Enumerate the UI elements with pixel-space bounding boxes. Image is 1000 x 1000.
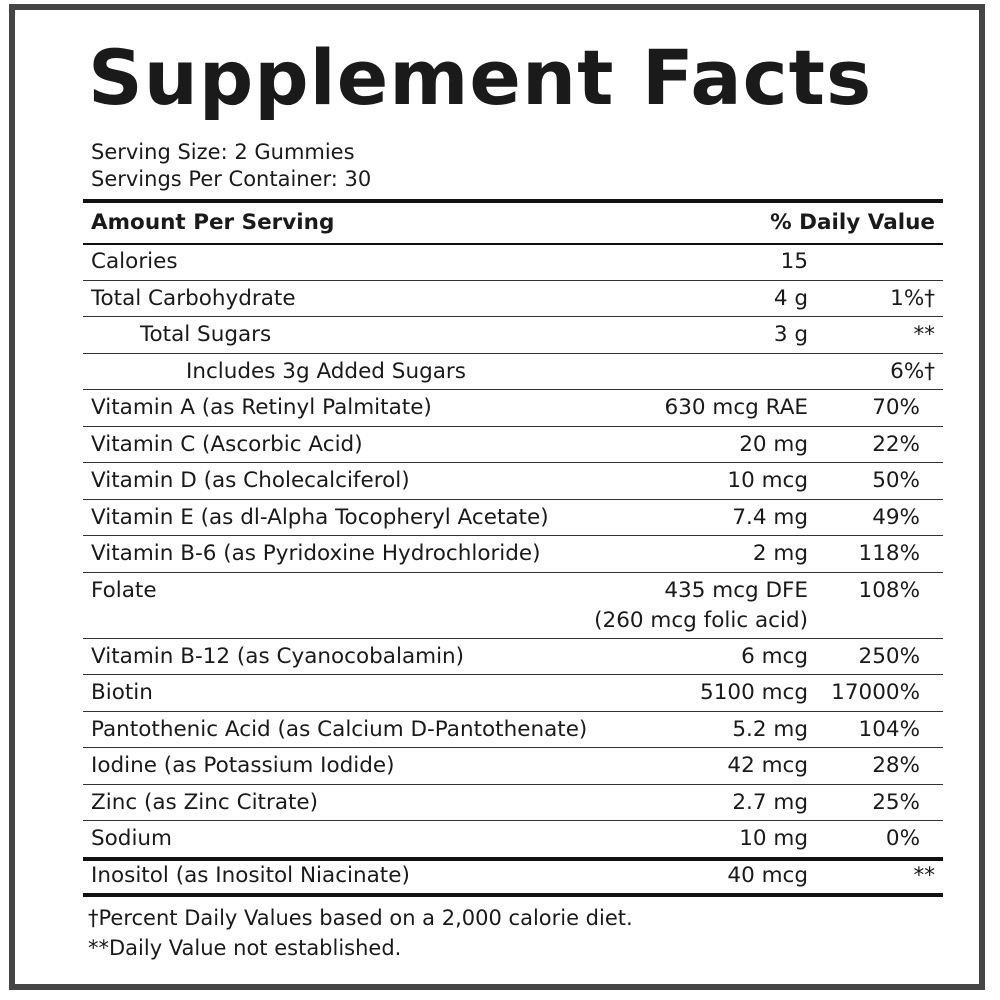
divider bbox=[83, 674, 943, 675]
daily-value: 17000% bbox=[831, 680, 920, 705]
divider bbox=[83, 389, 943, 390]
divider bbox=[83, 426, 943, 427]
divider bbox=[83, 893, 943, 897]
daily-value: 0% bbox=[885, 826, 920, 851]
nutrient-name: Vitamin E (as dl-Alpha Tocopheryl Acetat… bbox=[91, 504, 549, 530]
divider bbox=[83, 535, 943, 536]
nutrient-name: Includes 3g Added Sugars bbox=[186, 358, 466, 384]
header-dv: % Daily Value bbox=[770, 210, 935, 235]
page-title: Supplement Facts bbox=[88, 33, 873, 122]
divider bbox=[83, 857, 943, 861]
divider bbox=[83, 711, 943, 712]
daily-value: 50% bbox=[872, 468, 920, 493]
divider bbox=[83, 199, 943, 203]
nutrient-name: Pantothenic Acid (as Calcium D-Pantothen… bbox=[91, 716, 588, 742]
nutrient-name: Vitamin D (as Cholecalciferol) bbox=[91, 468, 410, 493]
daily-value: 22% bbox=[872, 431, 920, 457]
nutrient-amount: 5100 mcg bbox=[700, 680, 808, 705]
nutrient-name: Folate bbox=[91, 577, 157, 603]
divider bbox=[83, 638, 943, 639]
divider bbox=[83, 747, 943, 748]
nutrient-name: Vitamin B-12 (as Cyanocobalamin) bbox=[91, 643, 465, 669]
nutrient-name: Inositol (as Inositol Niacinate) bbox=[91, 862, 410, 888]
nutrient-name: Sodium bbox=[91, 826, 172, 851]
daily-value: 108% bbox=[858, 577, 920, 603]
divider bbox=[83, 243, 943, 245]
divider bbox=[83, 280, 943, 281]
nutrient-amount: 7.4 mg bbox=[732, 504, 808, 530]
nutrient-amount: 10 mg bbox=[739, 826, 808, 851]
nutrient-amount: 6 mcg bbox=[741, 643, 808, 669]
daily-value: 25% bbox=[872, 789, 920, 815]
divider bbox=[83, 572, 943, 573]
nutrient-name: Vitamin C (Ascorbic Acid) bbox=[91, 431, 363, 457]
divider bbox=[83, 316, 943, 317]
nutrient-name: Vitamin B-6 (as Pyridoxine Hydrochloride… bbox=[91, 541, 541, 566]
daily-value: 250% bbox=[858, 643, 920, 669]
daily-value: 118% bbox=[858, 541, 920, 566]
nutrient-amount-detail: (260 mcg folic acid) bbox=[594, 607, 808, 633]
header-amount: Amount Per Serving bbox=[91, 210, 335, 235]
nutrient-name: Iodine (as Potassium Iodide) bbox=[91, 753, 395, 778]
nutrient-amount: 3 g bbox=[773, 322, 808, 347]
daily-value: 70% bbox=[872, 395, 920, 420]
nutrient-amount: 42 mcg bbox=[727, 753, 808, 778]
label-border bbox=[9, 4, 985, 990]
daily-value: ** bbox=[913, 322, 936, 347]
nutrient-amount: 435 mcg DFE bbox=[664, 577, 808, 603]
nutrient-name: Total Carbohydrate bbox=[91, 285, 296, 311]
daily-value: 49% bbox=[872, 504, 920, 530]
nutrient-name: Total Sugars bbox=[140, 322, 272, 347]
daily-value: 28% bbox=[872, 753, 920, 778]
divider bbox=[83, 499, 943, 500]
nutrient-amount: 5.2 mg bbox=[732, 716, 808, 742]
nutrient-name: Zinc (as Zinc Citrate) bbox=[91, 789, 319, 815]
nutrient-amount: 4 g bbox=[773, 285, 808, 311]
daily-value: 1%† bbox=[890, 285, 935, 311]
nutrient-amount: 20 mg bbox=[739, 431, 808, 457]
nutrient-amount: 15 bbox=[780, 249, 808, 274]
nutrient-amount: 10 mcg bbox=[727, 468, 808, 493]
daily-value: 6%† bbox=[890, 358, 935, 384]
serving-size: Serving Size: 2 Gummies bbox=[91, 140, 355, 164]
divider bbox=[83, 462, 943, 463]
daily-value: 104% bbox=[858, 716, 920, 742]
nutrient-amount: 2 mg bbox=[752, 541, 808, 566]
nutrient-amount: 2.7 mg bbox=[732, 789, 808, 815]
nutrient-name: Vitamin A (as Retinyl Palmitate) bbox=[91, 395, 432, 420]
nutrient-name: Biotin bbox=[91, 680, 153, 705]
divider bbox=[83, 784, 943, 785]
footnote: †Percent Daily Values based on a 2,000 c… bbox=[88, 906, 633, 930]
footnote: **Daily Value not established. bbox=[88, 936, 402, 960]
nutrient-name: Calories bbox=[91, 249, 178, 274]
servings-per-container: Servings Per Container: 30 bbox=[91, 167, 372, 191]
nutrient-amount: 630 mcg RAE bbox=[664, 395, 808, 420]
daily-value: ** bbox=[913, 862, 936, 888]
nutrient-amount: 40 mcg bbox=[727, 862, 808, 888]
divider bbox=[83, 353, 943, 354]
divider bbox=[83, 820, 943, 821]
